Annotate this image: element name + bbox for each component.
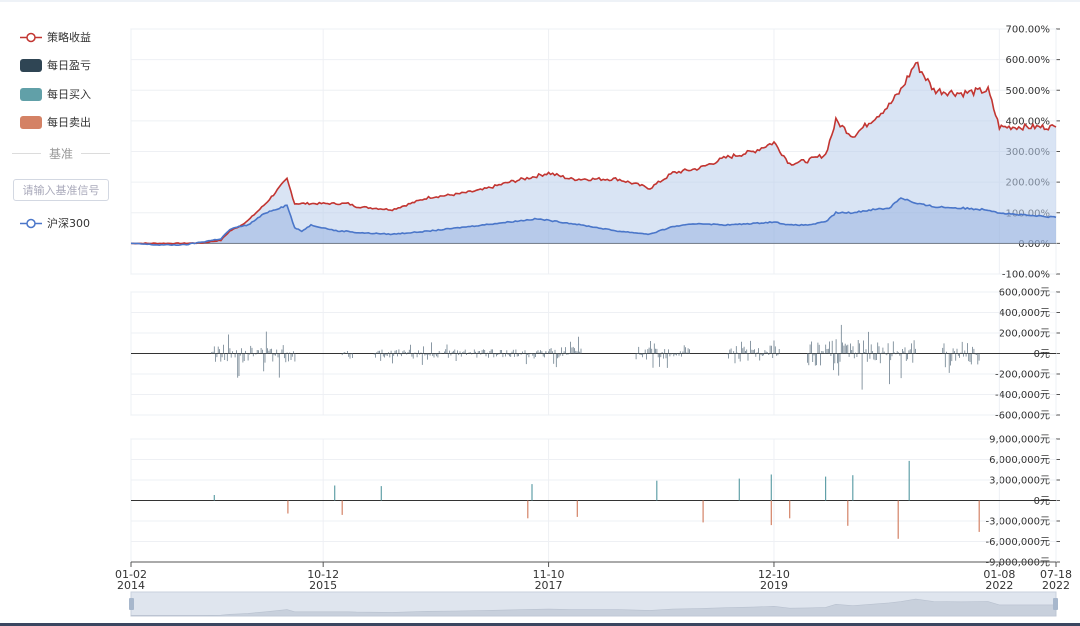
benchmark-title-text: 基准 (49, 147, 74, 161)
line-marker-icon (20, 218, 42, 228)
legend-label: 每日卖出 (47, 116, 91, 129)
legend-item-hs300[interactable]: 沪深300 (20, 214, 90, 232)
data-zoom-shadow (130, 598, 1057, 617)
legend-label: 沪深300 (47, 217, 90, 230)
zoom-handle-left[interactable] (129, 598, 134, 610)
y-tick-label: 500.00% (1006, 86, 1051, 97)
legend-item-strategy-return[interactable]: 策略收益 (20, 28, 91, 46)
x-tick-label: 07-18 (1040, 568, 1072, 581)
y-tick-label: 600.00% (1006, 55, 1051, 66)
divider (81, 153, 111, 154)
y-tick-label: 9,000,000元 (989, 435, 1050, 446)
x-tick-label: 12-10 (758, 568, 790, 581)
y-tick-label: -9,000,000元 (985, 558, 1050, 569)
y-tick-label: 700.00% (1006, 25, 1051, 36)
y-tick-label: 0元 (1034, 349, 1050, 360)
color-swatch-icon (20, 87, 42, 101)
y-tick-label: -3,000,000元 (985, 517, 1050, 528)
x-tick-label: 2014 (117, 579, 145, 592)
y-tick-label: 400.00% (1006, 116, 1051, 127)
legend-label: 每日买入 (47, 88, 91, 101)
x-tick-label: 2019 (760, 579, 788, 592)
hs300-line (130, 197, 1057, 247)
legend-label: 每日盈亏 (47, 59, 91, 72)
y-tick-label: -400,000元 (995, 390, 1050, 401)
legend-item-daily-buy[interactable]: 每日买入 (20, 85, 91, 103)
color-swatch-icon (20, 115, 42, 129)
series-area-strategy (131, 62, 1056, 244)
legend-panel: 策略收益 每日盈亏 每日买入 每日卖出 基准 沪深300 (0, 0, 125, 260)
y-tick-label: -100.00% (1002, 270, 1050, 281)
y-tick-label: -600,000元 (995, 411, 1050, 422)
legend-item-daily-sell[interactable]: 每日卖出 (20, 113, 91, 131)
benchmark-input[interactable] (13, 179, 109, 201)
legend-label: 策略收益 (47, 31, 91, 44)
color-swatch-icon (20, 58, 42, 72)
zoom-handle-right[interactable] (1053, 598, 1058, 610)
y-tick-label: -200,000元 (995, 370, 1050, 381)
legend-item-daily-pnl[interactable]: 每日盈亏 (20, 56, 91, 74)
line-marker-icon (20, 32, 42, 42)
x-tick-label: 2015 (309, 579, 337, 592)
benchmark-section-title: 基准 (12, 145, 111, 162)
x-tick-label: 10-12 (307, 568, 339, 581)
y-tick-label: 0.00% (1018, 239, 1050, 250)
y-tick-label: -6,000,000元 (985, 537, 1050, 548)
x-tick-label: 11-10 (533, 568, 565, 581)
x-tick-label: 2022 (985, 579, 1013, 592)
y-tick-label: 600,000元 (999, 288, 1050, 299)
y-tick-label: 400,000元 (999, 308, 1050, 319)
x-tick-label: 01-08 (983, 568, 1015, 581)
x-tick-label: 01-02 (115, 568, 147, 581)
divider (12, 153, 41, 154)
y-tick-label: 200,000元 (999, 329, 1050, 340)
strategy-return-line (130, 61, 1057, 245)
y-tick-label: 6,000,000元 (989, 455, 1050, 466)
x-tick-label: 2017 (535, 579, 563, 592)
y-tick-label: 3,000,000元 (989, 476, 1050, 487)
x-tick-label: 2022 (1042, 579, 1070, 592)
y-tick-label: 0元 (1034, 496, 1050, 507)
